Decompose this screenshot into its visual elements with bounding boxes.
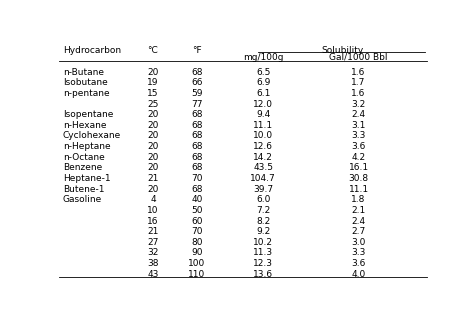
Text: 6.1: 6.1 <box>256 89 270 98</box>
Text: 12.6: 12.6 <box>253 142 273 151</box>
Text: n-Hexane: n-Hexane <box>63 121 107 130</box>
Text: 32: 32 <box>147 248 159 257</box>
Text: 12.3: 12.3 <box>253 259 273 268</box>
Text: 60: 60 <box>191 217 203 226</box>
Text: 50: 50 <box>191 206 203 215</box>
Text: 10.2: 10.2 <box>253 238 273 247</box>
Text: 10: 10 <box>147 206 159 215</box>
Text: 12.0: 12.0 <box>253 100 273 108</box>
Text: 43.5: 43.5 <box>253 163 273 172</box>
Text: 70: 70 <box>191 174 203 183</box>
Text: 80: 80 <box>191 238 203 247</box>
Text: 9.4: 9.4 <box>256 110 270 119</box>
Text: 6.5: 6.5 <box>256 68 270 77</box>
Text: 68: 68 <box>191 68 203 77</box>
Text: °C: °C <box>147 46 158 55</box>
Text: Hydrocarbon: Hydrocarbon <box>63 46 121 55</box>
Text: 3.3: 3.3 <box>351 248 366 257</box>
Text: 16: 16 <box>147 217 159 226</box>
Text: 43: 43 <box>147 270 159 279</box>
Text: 16.1: 16.1 <box>348 163 369 172</box>
Text: 100: 100 <box>188 259 206 268</box>
Text: 4.0: 4.0 <box>352 270 366 279</box>
Text: 20: 20 <box>147 163 159 172</box>
Text: 20: 20 <box>147 121 159 130</box>
Text: 19: 19 <box>147 78 159 87</box>
Text: 39.7: 39.7 <box>253 185 273 194</box>
Text: 1.6: 1.6 <box>351 89 366 98</box>
Text: 2.4: 2.4 <box>352 110 366 119</box>
Text: 6.0: 6.0 <box>256 195 270 204</box>
Text: n-pentane: n-pentane <box>63 89 109 98</box>
Text: 2.4: 2.4 <box>352 217 366 226</box>
Text: 3.1: 3.1 <box>351 121 366 130</box>
Text: 77: 77 <box>191 100 203 108</box>
Text: 11.1: 11.1 <box>348 185 369 194</box>
Text: Gasoline: Gasoline <box>63 195 102 204</box>
Text: 6.9: 6.9 <box>256 78 270 87</box>
Text: 1.8: 1.8 <box>351 195 366 204</box>
Text: 13.6: 13.6 <box>253 270 273 279</box>
Text: 20: 20 <box>147 142 159 151</box>
Text: Gal/1000 Bbl: Gal/1000 Bbl <box>329 53 388 62</box>
Text: 59: 59 <box>191 89 203 98</box>
Text: 7.2: 7.2 <box>256 206 270 215</box>
Text: 4.2: 4.2 <box>352 153 366 162</box>
Text: 68: 68 <box>191 121 203 130</box>
Text: 90: 90 <box>191 248 203 257</box>
Text: 21: 21 <box>147 227 159 236</box>
Text: 38: 38 <box>147 259 159 268</box>
Text: 27: 27 <box>147 238 159 247</box>
Text: 70: 70 <box>191 227 203 236</box>
Text: 1.6: 1.6 <box>351 68 366 77</box>
Text: mg/100g: mg/100g <box>243 53 283 62</box>
Text: n-Butane: n-Butane <box>63 68 104 77</box>
Text: 21: 21 <box>147 174 159 183</box>
Text: Solubility: Solubility <box>321 46 363 55</box>
Text: Benzene: Benzene <box>63 163 102 172</box>
Text: n-Octane: n-Octane <box>63 153 105 162</box>
Text: 68: 68 <box>191 185 203 194</box>
Text: 11.3: 11.3 <box>253 248 273 257</box>
Text: 3.6: 3.6 <box>351 142 366 151</box>
Text: Isopentane: Isopentane <box>63 110 113 119</box>
Text: 20: 20 <box>147 185 159 194</box>
Text: 68: 68 <box>191 132 203 141</box>
Text: 10.0: 10.0 <box>253 132 273 141</box>
Text: 68: 68 <box>191 110 203 119</box>
Text: 9.2: 9.2 <box>256 227 270 236</box>
Text: 110: 110 <box>188 270 206 279</box>
Text: 40: 40 <box>191 195 203 204</box>
Text: 14.2: 14.2 <box>253 153 273 162</box>
Text: Butene-1: Butene-1 <box>63 185 104 194</box>
Text: 30.8: 30.8 <box>348 174 369 183</box>
Text: 11.1: 11.1 <box>253 121 273 130</box>
Text: 3.3: 3.3 <box>351 132 366 141</box>
Text: 20: 20 <box>147 153 159 162</box>
Text: 8.2: 8.2 <box>256 217 270 226</box>
Text: 3.6: 3.6 <box>351 259 366 268</box>
Text: 20: 20 <box>147 68 159 77</box>
Text: 3.0: 3.0 <box>351 238 366 247</box>
Text: 1.7: 1.7 <box>351 78 366 87</box>
Text: 2.7: 2.7 <box>352 227 366 236</box>
Text: 104.7: 104.7 <box>250 174 276 183</box>
Text: 68: 68 <box>191 153 203 162</box>
Text: 20: 20 <box>147 132 159 141</box>
Text: 25: 25 <box>147 100 159 108</box>
Text: Cyclohexane: Cyclohexane <box>63 132 121 141</box>
Text: 68: 68 <box>191 142 203 151</box>
Text: 15: 15 <box>147 89 159 98</box>
Text: Isobutane: Isobutane <box>63 78 108 87</box>
Text: 68: 68 <box>191 163 203 172</box>
Text: Heptane-1: Heptane-1 <box>63 174 110 183</box>
Text: 20: 20 <box>147 110 159 119</box>
Text: 4: 4 <box>150 195 156 204</box>
Text: n-Heptane: n-Heptane <box>63 142 110 151</box>
Text: 3.2: 3.2 <box>352 100 366 108</box>
Text: 2.1: 2.1 <box>352 206 366 215</box>
Text: °F: °F <box>192 46 202 55</box>
Text: 66: 66 <box>191 78 203 87</box>
